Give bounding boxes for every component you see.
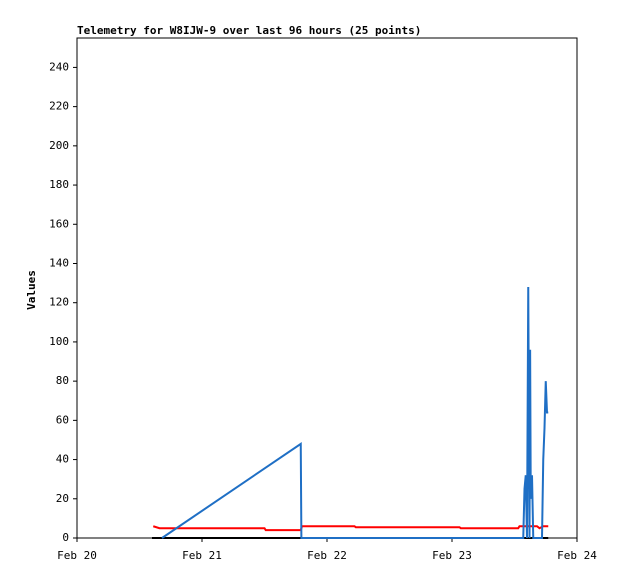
x-tick-label: Feb 24 [557, 549, 597, 562]
y-tick-label: 140 [49, 256, 69, 269]
y-tick-label: 100 [49, 335, 69, 348]
x-tick-label: Feb 22 [307, 549, 347, 562]
y-tick-label: 220 [49, 100, 69, 113]
y-tick-label: 20 [56, 492, 69, 505]
y-tick-label: 180 [49, 178, 69, 191]
y-tick-label: 60 [56, 413, 69, 426]
y-axis-label: Values [25, 270, 38, 310]
y-tick-label: 160 [49, 217, 69, 230]
plot-frame [76, 37, 578, 539]
y-tick-label: 120 [49, 296, 69, 309]
chart-title: Telemetry for W8IJW-9 over last 96 hours… [77, 24, 421, 37]
y-tick-label: 240 [49, 60, 69, 73]
y-tick-label: 40 [56, 453, 69, 466]
series-line [161, 287, 549, 539]
x-tick-label: Feb 21 [182, 549, 222, 562]
x-tick-label: Feb 20 [57, 549, 97, 562]
y-tick-label: 200 [49, 139, 69, 152]
y-tick-label: 0 [62, 531, 69, 544]
x-tick-label: Feb 23 [432, 549, 472, 562]
series-line [152, 525, 549, 532]
y-tick-label: 80 [56, 374, 69, 387]
